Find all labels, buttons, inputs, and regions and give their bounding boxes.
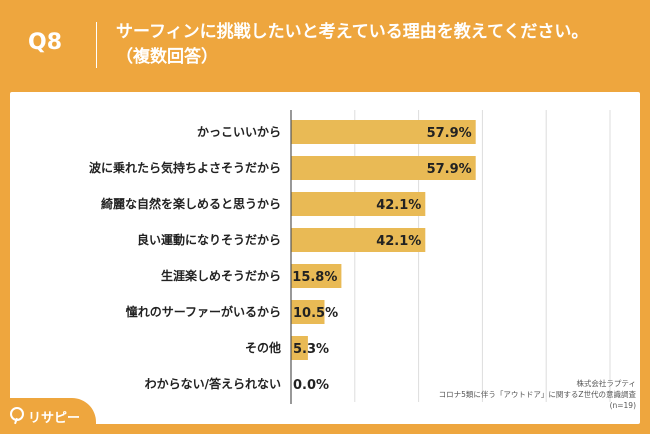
logo-text: リサピー [28,411,81,426]
footer: 株式会社ラプティ コロナ5類に伴う「アウトドア」に関するZ世代の意識調査 (n=… [376,378,636,411]
footer-company: 株式会社ラプティ [576,379,636,388]
question-title: サーフィンに挑戦したいと考えている理由を教えてください。 （複数回答） [116,20,636,70]
value-label: 57.9% [427,126,472,141]
value-label: 0.0% [293,378,329,393]
header: Q8 サーフィンに挑戦したいと考えている理由を教えてください。 （複数回答） [0,0,650,90]
chart-panel: かっこいいから 57.9% 波に乗れたら気持ちよさそうだから 57.9% 綺麗な自然を楽… [10,92,640,424]
bar [291,120,476,144]
category-label: 良い運動になりそうだから [137,232,281,247]
category-label: かっこいいから [197,125,281,139]
value-label: 57.9% [427,162,472,177]
category-label: 憧れのサーファーがいるから [126,304,281,319]
category-label: その他 [245,340,281,355]
category-label: わからない/答えられない [145,376,281,391]
value-label: 10.5% [293,306,338,321]
category-label: 綺麗な自然を楽しめると思うから [101,196,281,211]
bar [291,228,426,252]
category-label: 生涯楽しめそうだから [161,268,281,283]
footer-survey: コロナ5類に伴う「アウトドア」に関するZ世代の意識調査 [438,390,636,399]
bar [291,264,342,288]
bar [291,156,476,180]
question-number: Q8 [28,30,63,55]
value-label: 42.1% [376,234,421,249]
bar [291,336,308,360]
bar [291,192,426,216]
question-title-line1: サーフィンに挑戦したいと考えている理由を教えてください。 [116,22,589,42]
value-label: 42.1% [376,198,421,213]
category-label: 波に乗れたら気持ちよさそうだから [89,160,281,175]
search-icon [10,407,24,421]
value-label: 5.3% [293,342,329,357]
value-label: 15.8% [292,270,337,285]
question-title-line2: （複数回答） [116,47,218,67]
footer-sample: (n=19) [609,401,636,410]
bar-chart: かっこいいから 57.9% 波に乗れたら気持ちよさそうだから 57.9% 綺麗な自然を楽… [89,110,611,404]
header-divider [96,22,97,68]
logo: リサピー [0,398,96,434]
bar [291,300,325,324]
